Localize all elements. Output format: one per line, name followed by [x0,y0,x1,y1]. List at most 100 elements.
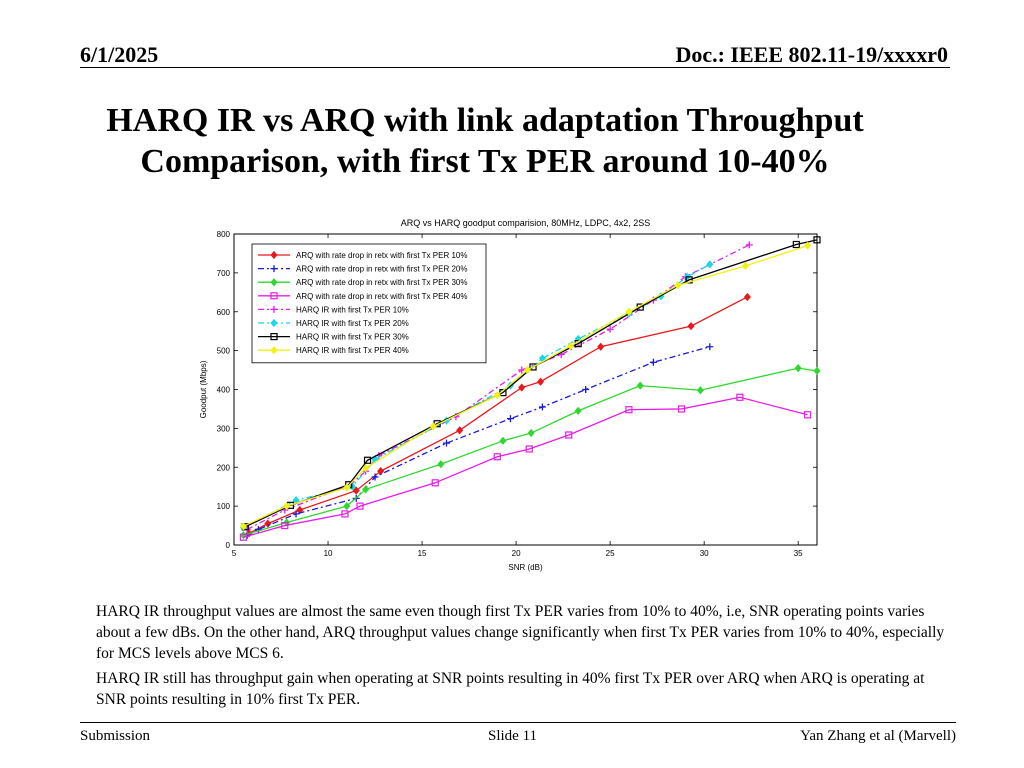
data-point [677,405,686,413]
data-point [567,341,575,351]
legend-item: ARQ with rate drop in retx with first Tx… [258,250,467,260]
data-point [606,325,614,333]
series-3 [239,364,821,540]
data-point [742,261,750,270]
series-line [245,239,818,528]
y-tick-label: 400 [217,386,231,395]
data-point [343,502,351,511]
series-line [243,245,808,527]
x-tick-label: 5 [232,549,237,558]
data-point [493,453,501,461]
data-point [565,431,573,439]
data-point [363,456,372,464]
data-point [281,521,289,530]
legend-item: HARQ IR with first Tx PER 10% [258,305,409,314]
data-point [437,460,445,469]
data-point [525,445,533,453]
data-point [283,502,291,511]
y-tick-label: 700 [217,269,231,278]
footer-submission: Submission [80,728,151,744]
data-point [804,241,812,250]
y-tick-label: 200 [217,463,231,472]
data-point [362,463,370,473]
data-point [687,322,695,331]
data-point [362,485,370,494]
legend-item: ARQ with rate drop in retx with first Tx… [258,292,467,301]
legend-marker [270,346,278,355]
data-point [794,364,802,373]
data-point [813,366,821,375]
footer-author: Yan Zhang et al (Marvell) [800,728,956,744]
data-point [239,533,248,541]
data-point [352,486,360,495]
data-point [429,422,437,431]
data-point [506,415,514,423]
data-point [745,241,753,249]
data-point [493,391,501,400]
data-point [292,510,300,518]
footer-slide-number: Slide 11 [488,728,538,744]
data-point [341,510,349,518]
data-point [518,383,526,392]
legend-label: HARQ IR with first Tx PER 30% [296,333,409,342]
legend-marker [270,332,278,341]
series-8 [239,241,812,531]
x-tick-label: 25 [606,549,615,558]
legend-marker [270,278,278,287]
x-tick-label: 10 [324,549,333,558]
data-point [343,483,351,492]
legend-marker [270,292,278,300]
legend-label: ARQ with rate drop in retx with first Tx… [296,292,467,301]
data-point [674,281,682,290]
series-line [243,396,808,538]
data-point [685,276,693,284]
data-point [706,343,714,351]
data-point [431,479,439,487]
x-tick-label: 15 [418,549,427,558]
y-tick-label: 800 [217,230,231,239]
y-tick-label: 0 [226,541,231,550]
paragraph-1: HARQ IR throughput values are almost the… [96,603,945,662]
x-axis-label: SNR (dB) [508,563,543,572]
x-tick-label: 30 [700,549,709,558]
data-point [792,240,800,249]
header-rule [80,67,950,68]
legend-label: HARQ IR with first Tx PER 20% [296,319,409,328]
data-point [803,411,812,419]
data-point [636,381,644,390]
legend-item: ARQ with rate drop in retx with first Tx… [258,265,467,274]
y-tick-label: 300 [217,424,231,433]
legend-box [251,243,487,364]
legend-item: HARQ IR with first Tx PER 20% [258,318,409,328]
data-point [529,363,537,371]
data-point [736,393,744,401]
data-point [538,403,546,411]
data-point [356,502,364,510]
y-tick-label: 500 [217,347,231,356]
legend: ARQ with rate drop in retx with first Tx… [251,243,487,364]
legend-item: ARQ with rate drop in retx with first Tx… [258,278,467,287]
legend-item: HARQ IR with first Tx PER 30% [258,333,409,342]
data-point [574,406,582,415]
data-point [597,342,605,351]
goodput-chart: ARQ vs HARQ goodput comparision, 80MHz, … [199,218,821,572]
slide-title: HARQ IR vs ARQ with link adaptation Thro… [106,102,864,180]
data-point [456,426,464,435]
series-line [246,346,710,536]
body-text: HARQ IR throughput values are almost the… [96,601,946,714]
series-4 [239,393,812,541]
y-tick-label: 600 [217,308,231,317]
legend-marker [270,265,278,273]
legend-item: HARQ IR with first Tx PER 40% [258,346,409,355]
legend-marker [270,318,278,328]
data-point [239,522,247,531]
footer-rule [80,722,956,723]
legend-label: HARQ IR with first Tx PER 10% [296,305,409,314]
data-point [706,260,714,269]
data-point [527,428,535,438]
y-tick-label: 100 [217,502,231,511]
legend-marker [270,250,278,260]
data-point [625,406,633,414]
data-point [625,307,633,316]
series-line [243,367,818,536]
